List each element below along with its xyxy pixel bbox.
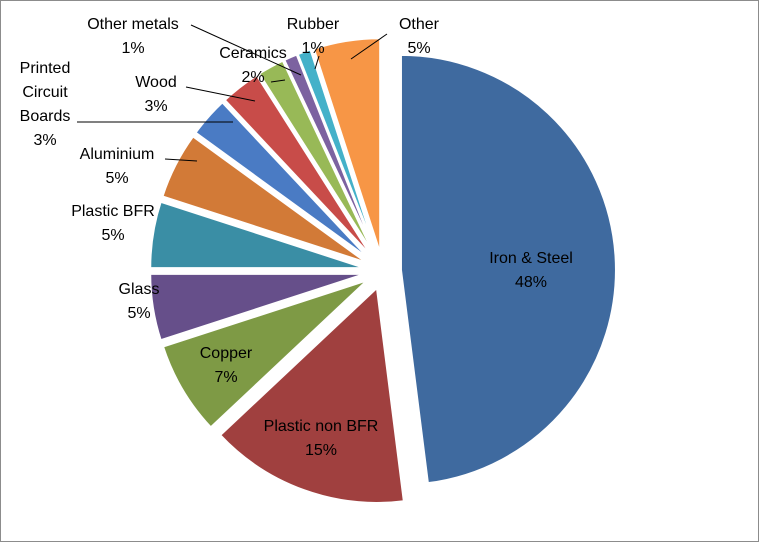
leader-line-wood <box>185 86 256 102</box>
slice-value-plastic-non-bfr: 15% <box>305 442 337 459</box>
slice-value-plastic-bfr: 5% <box>101 227 124 244</box>
leader-line-other <box>350 33 388 60</box>
slice-label-plastic-bfr: Plastic BFR 5% <box>71 203 155 244</box>
pie-slice-plastic-bfr <box>149 200 366 270</box>
slice-value-other-metals: 1% <box>121 40 144 57</box>
pie-slices <box>149 37 617 504</box>
pie-slice-printed-circuit-boards <box>194 100 371 260</box>
slice-label-ceramics: Ceramics 2% <box>219 45 287 86</box>
slice-value-wood: 3% <box>144 98 167 115</box>
slice-labels: Iron & Steel 48% Plastic non BFR 15% Copper 7… <box>20 16 573 459</box>
pie-slice-ceramics <box>257 59 376 256</box>
leader-lines <box>77 24 388 162</box>
slice-label-glass: Glass 5% <box>119 281 160 322</box>
pie-slice-rubber <box>296 48 378 255</box>
leader-line-aluminium <box>164 158 198 162</box>
slice-label-iron-steel: Iron & Steel 48% <box>489 250 573 291</box>
pie-slice-aluminium <box>161 135 368 264</box>
slice-value-iron-steel: 48% <box>515 274 547 291</box>
slice-label-wood: Wood 3% <box>135 74 177 115</box>
pie-slice-iron-steel <box>399 53 617 485</box>
slice-label-aluminium: Aluminium 5% <box>80 146 155 187</box>
leader-line-rubber <box>314 55 320 70</box>
slice-value-glass: 5% <box>127 305 150 322</box>
slice-value-ceramics: 2% <box>241 69 264 86</box>
leader-line-ceramics <box>270 79 286 83</box>
pie-slice-glass <box>149 272 366 342</box>
slice-value-copper: 7% <box>214 369 237 386</box>
slice-value-other: 5% <box>407 40 430 57</box>
slice-value-aluminium: 5% <box>105 170 128 187</box>
slice-label-copper: Copper 7% <box>200 345 253 386</box>
slice-label-rubber: Rubber 1% <box>287 16 340 57</box>
slice-value-rubber: 1% <box>301 40 324 57</box>
pie-slice-other-metals <box>282 53 377 255</box>
slice-label-printed-circuit-boards: Printed Circuit Boards 3% <box>20 60 71 149</box>
leader-line-other-metals <box>190 24 302 76</box>
pie-slice-copper <box>161 279 369 429</box>
slice-label-plastic-non-bfr: Plastic non BFR 15% <box>264 418 379 459</box>
slice-label-other-metals: Other metals 1% <box>87 16 179 57</box>
slice-value-printed-circuit-boards: 3% <box>33 132 56 149</box>
pie-slice-wood <box>223 73 373 258</box>
pie-slice-plastic-non-bfr <box>218 285 405 504</box>
slice-label-other: Other 5% <box>399 16 440 57</box>
